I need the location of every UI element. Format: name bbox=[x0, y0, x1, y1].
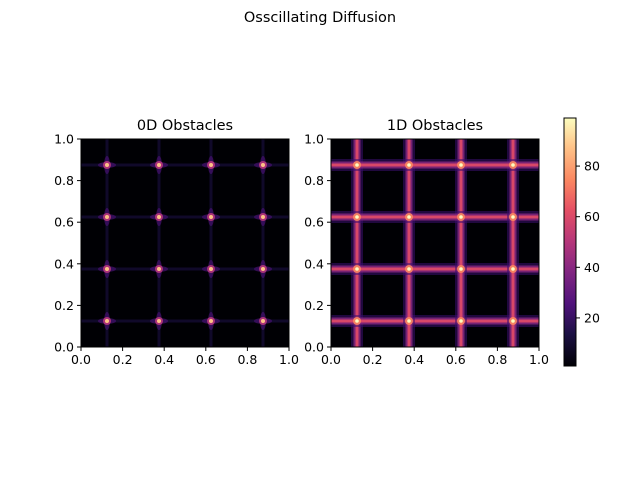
heatmap-background-1d bbox=[331, 139, 539, 347]
colorbar: 20 40 60 80 bbox=[563, 117, 600, 367]
y-tick-label: 0.6 bbox=[304, 215, 324, 230]
obstacle-intersection-core bbox=[511, 319, 515, 323]
x-tick-label: 0.6 bbox=[446, 352, 466, 367]
heatmap-panel-1d: 1D Obstacles 0.0 0.2 0.4 0.6 0.8 1.0 0.00.20.… bbox=[304, 118, 549, 367]
x-tick-label: 0.2 bbox=[363, 352, 383, 367]
obstacle-point-core bbox=[209, 267, 213, 271]
heatmap-1d bbox=[331, 139, 539, 347]
y-tick-label: 1.0 bbox=[54, 132, 74, 147]
obstacle-point-core bbox=[261, 319, 265, 323]
panel-title-1d: 1D Obstacles bbox=[387, 118, 483, 134]
obstacle-point-core bbox=[105, 267, 109, 271]
obstacle-intersection-core bbox=[355, 163, 359, 167]
obstacle-point-core bbox=[105, 319, 109, 323]
colorbar-gradient bbox=[563, 117, 577, 367]
heatmap-background-0d bbox=[81, 139, 289, 347]
obstacle-intersection-core bbox=[511, 163, 515, 167]
y-tick-label: 0.0 bbox=[54, 340, 74, 355]
y-tick-label: 0.8 bbox=[54, 173, 74, 188]
x-ticks-1d: 0.0 0.2 0.4 0.6 0.8 1.0 bbox=[321, 347, 549, 367]
obstacle-point-core bbox=[209, 319, 213, 323]
obstacle-intersection-core bbox=[459, 267, 463, 271]
obstacle-point-core bbox=[105, 163, 109, 167]
colorbar-ticks: 20 40 60 80 bbox=[576, 159, 600, 325]
obstacle-intersection-core bbox=[355, 215, 359, 219]
x-tick-label: 0.8 bbox=[237, 352, 257, 367]
x-ticks-0d: 0.0 0.2 0.4 0.6 0.8 1.0 bbox=[71, 347, 299, 367]
obstacle-intersection-core bbox=[407, 163, 411, 167]
x-tick-label: 0.0 bbox=[71, 352, 91, 367]
x-tick-label: 0.4 bbox=[404, 352, 424, 367]
obstacle-intersection-core bbox=[407, 215, 411, 219]
panel-title-0d: 0D Obstacles bbox=[137, 118, 233, 134]
obstacle-intersection-core bbox=[355, 267, 359, 271]
obstacle-intersection-core bbox=[459, 215, 463, 219]
colorbar-tick-label: 80 bbox=[584, 159, 600, 174]
x-tick-label: 1.0 bbox=[529, 352, 549, 367]
colorbar-tick-label: 20 bbox=[584, 310, 600, 325]
obstacle-point-core bbox=[157, 215, 161, 219]
obstacle-intersection-core bbox=[355, 319, 359, 323]
obstacle-intersection-core bbox=[511, 215, 515, 219]
y-ticks-1d: 0.0 0.2 0.4 0.6 0.8 1.0 bbox=[304, 132, 331, 355]
x-tick-label: 0.6 bbox=[196, 352, 216, 367]
obstacle-intersection-core bbox=[407, 319, 411, 323]
x-tick-label: 0.8 bbox=[487, 352, 507, 367]
x-tick-label: 1.0 bbox=[279, 352, 299, 367]
obstacle-point-core bbox=[261, 267, 265, 271]
x-tick-label: 0.2 bbox=[113, 352, 133, 367]
colorbar-tick-label: 40 bbox=[584, 260, 600, 275]
obstacle-intersection-core bbox=[459, 163, 463, 167]
obstacle-point-core bbox=[157, 319, 161, 323]
y-tick-label: 0.0 bbox=[304, 340, 324, 355]
obstacle-point-core bbox=[261, 215, 265, 219]
obstacle-point-core bbox=[105, 215, 109, 219]
y-ticks-0d: 0.0 0.2 0.4 0.6 0.8 1.0 bbox=[54, 132, 81, 355]
heatmap-panel-0d: 0D Obstacles 0.0 0.2 0.4 0.6 0.8 1.0 0.00.20.… bbox=[54, 118, 299, 367]
heatmap-0d bbox=[81, 139, 289, 347]
obstacle-intersection-core bbox=[511, 267, 515, 271]
y-tick-label: 0.4 bbox=[54, 256, 74, 271]
obstacle-point-core bbox=[209, 163, 213, 167]
x-tick-label: 0.0 bbox=[321, 352, 341, 367]
colorbar-tick-label: 60 bbox=[584, 209, 600, 224]
y-tick-label: 0.4 bbox=[304, 256, 324, 271]
y-tick-label: 0.2 bbox=[54, 298, 74, 313]
obstacle-point-core bbox=[157, 163, 161, 167]
x-tick-label: 0.4 bbox=[154, 352, 174, 367]
obstacle-point-core bbox=[209, 215, 213, 219]
axes-frame-0d bbox=[80, 138, 290, 348]
obstacle-intersection-core bbox=[407, 267, 411, 271]
obstacle-intersection-core bbox=[459, 319, 463, 323]
y-tick-label: 0.2 bbox=[304, 298, 324, 313]
figure-title: Osscillating Diffusion bbox=[244, 10, 396, 26]
y-tick-label: 0.8 bbox=[304, 173, 324, 188]
y-tick-label: 1.0 bbox=[304, 132, 324, 147]
obstacle-point-core bbox=[261, 163, 265, 167]
obstacle-point-core bbox=[157, 267, 161, 271]
y-tick-label: 0.6 bbox=[54, 215, 74, 230]
axes-frame-1d bbox=[330, 138, 540, 348]
